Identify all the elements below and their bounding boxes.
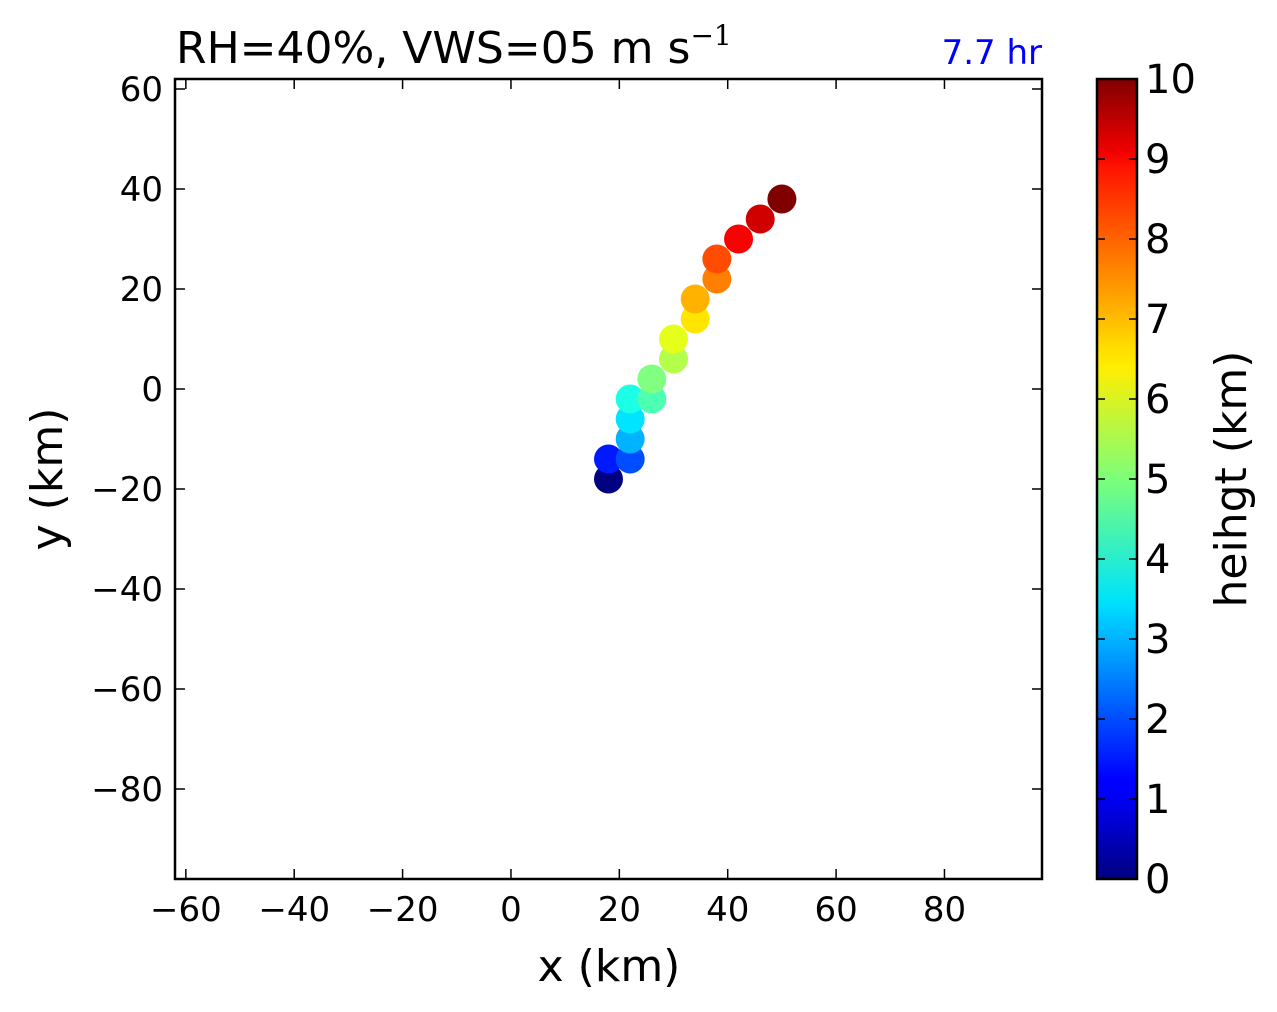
- x-tick-label: 40: [706, 890, 749, 930]
- x-tick-label: −60: [150, 890, 222, 930]
- colorbar-tick-label: 6: [1145, 377, 1170, 423]
- time-annotation: 7.7 hr: [942, 33, 1042, 73]
- colorbar-tick-label: 2: [1145, 697, 1170, 743]
- data-point-9: [659, 324, 689, 354]
- x-tick-label: 20: [598, 890, 641, 930]
- data-point-7: [637, 364, 667, 394]
- data-point-11: [680, 284, 710, 314]
- data-point-12: [702, 264, 732, 294]
- data-point-15: [745, 204, 775, 234]
- colorbar-tick-label: 1: [1145, 777, 1170, 823]
- data-point-1: [594, 444, 623, 474]
- data-point-0: [594, 464, 623, 494]
- colorbar-ticks: 0 1 2 3 4 5 6 7 8 9 10: [1097, 57, 1196, 903]
- data-point-13: [702, 244, 732, 274]
- data-point-5: [615, 384, 645, 414]
- y-tick-label: 40: [120, 170, 163, 210]
- colorbar-tick-label: 9: [1145, 137, 1170, 183]
- x-tick-label: 80: [923, 890, 966, 930]
- colorbar-tick-label: 4: [1145, 537, 1170, 583]
- y-tick-label: 60: [120, 70, 163, 110]
- data-point-14: [724, 224, 754, 254]
- colorbar-tick-label: 3: [1145, 617, 1170, 663]
- data-point-3: [615, 424, 645, 454]
- colorbar-tick-label: 10: [1145, 57, 1196, 103]
- y-tick-label: 20: [120, 270, 163, 310]
- y-tick-label: 0: [141, 370, 163, 410]
- colorbar-tick-label: 7: [1145, 297, 1170, 343]
- colorbar-tick-label: 0: [1145, 857, 1170, 903]
- data-point-4: [615, 404, 645, 434]
- y-tick-label: −40: [91, 570, 163, 610]
- y-axis: −80 −60 −40 −20 0 20 40 60: [91, 70, 1042, 810]
- colorbar-label: heihgt (km): [1206, 351, 1257, 608]
- data-point-16: [767, 184, 797, 214]
- x-axis: −60 −40 −20 0 20 40 60 80: [150, 79, 966, 930]
- y-tick-label: −20: [91, 470, 163, 510]
- colorbar-tick-label: 8: [1145, 217, 1170, 263]
- data-point-2: [615, 444, 645, 474]
- x-tick-label: −40: [258, 890, 330, 930]
- y-tick-label: −80: [91, 770, 163, 810]
- y-axis-label: y (km): [22, 408, 73, 551]
- colorbar-tick-label: 5: [1145, 457, 1170, 503]
- data-point-8: [659, 344, 689, 374]
- data-point-6: [637, 384, 667, 414]
- x-tick-label: −20: [367, 890, 439, 930]
- chart-title: RH=40%, VWS=05 m s−1: [176, 19, 732, 74]
- y-tick-label: −60: [91, 670, 163, 710]
- x-tick-label: 60: [814, 890, 857, 930]
- data-points: [594, 184, 797, 494]
- data-point-10: [680, 304, 710, 334]
- x-tick-label: 0: [500, 890, 522, 930]
- x-axis-label: x (km): [538, 941, 681, 992]
